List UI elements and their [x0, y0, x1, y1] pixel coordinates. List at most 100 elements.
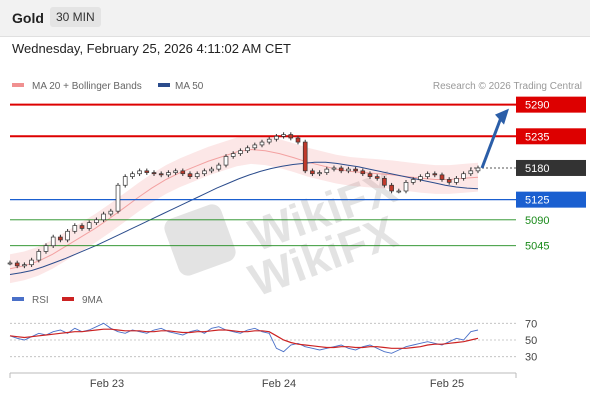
candle — [130, 171, 135, 179]
ma50-legend-swatch — [158, 83, 170, 87]
candle — [43, 243, 49, 254]
level-badge-5125 — [516, 191, 586, 208]
rsi-tick-label: 30 — [525, 352, 537, 364]
candle — [454, 176, 459, 185]
ma9-legend-swatch — [62, 297, 74, 301]
candle — [245, 145, 250, 153]
candle — [353, 166, 358, 174]
level-label-5090: 5090 — [525, 215, 549, 227]
candle — [475, 165, 481, 174]
candle — [403, 180, 409, 194]
candle — [94, 217, 99, 225]
candle — [144, 168, 150, 175]
candle — [115, 182, 121, 214]
bb-legend-swatch — [12, 83, 24, 87]
ma50-line — [9, 161, 479, 275]
candle — [324, 166, 330, 175]
candle — [310, 168, 315, 177]
candle — [259, 139, 265, 148]
candle — [29, 257, 34, 267]
candle — [108, 208, 114, 217]
level-label-5125: 5125 — [525, 195, 549, 207]
candle — [230, 151, 236, 159]
rsi-line — [9, 322, 479, 354]
candle — [202, 168, 207, 177]
candle — [281, 132, 286, 139]
candle — [274, 134, 279, 142]
candle — [187, 171, 193, 179]
candle — [36, 249, 42, 263]
candle — [317, 170, 322, 177]
candle — [338, 165, 344, 174]
candle — [418, 174, 423, 182]
candle — [223, 154, 229, 168]
level-label-5290: 5290 — [525, 100, 549, 112]
level-badge-5290 — [516, 96, 586, 113]
candle — [439, 172, 445, 182]
level-badge-5180 — [516, 159, 586, 176]
x-tick-label: Feb 25 — [430, 378, 464, 390]
projection-arrow-head — [495, 108, 509, 125]
rsi-tick-label: 50 — [525, 335, 537, 347]
candle — [331, 165, 337, 172]
candle — [238, 148, 243, 156]
candle — [302, 139, 308, 174]
level-label-5235: 5235 — [525, 131, 549, 143]
rsi-tick-label: 70 — [525, 318, 537, 330]
chart-datetime: Wednesday, February 25, 2026 4:11:02 AM … — [12, 41, 291, 56]
candle — [180, 168, 186, 177]
candle — [209, 166, 214, 174]
candle — [194, 171, 200, 179]
candle — [425, 171, 430, 179]
level-label-5045: 5045 — [525, 241, 549, 253]
candle — [86, 220, 92, 231]
candle — [389, 182, 394, 194]
ma50-legend-label: MA 50 — [175, 81, 204, 92]
candle — [367, 171, 373, 179]
candle — [137, 168, 142, 177]
x-tick-label: Feb 24 — [262, 378, 296, 390]
candle — [360, 168, 366, 177]
candle — [65, 229, 70, 243]
candle — [166, 170, 171, 178]
rsi-panel: 70 50 30 — [9, 318, 537, 364]
rsi-legend-swatch — [12, 297, 24, 301]
candle — [122, 174, 128, 188]
candle — [216, 162, 222, 172]
candle — [461, 171, 466, 181]
candle — [22, 262, 27, 269]
candle — [14, 260, 20, 269]
rsi-legend-label: RSI — [32, 295, 49, 306]
candle — [72, 223, 78, 234]
main-plot: 5290 5235 5180 5125 5090 5045 — [7, 96, 586, 284]
x-tick-label: Feb 23 — [90, 378, 124, 390]
level-label-5180: 5180 — [525, 163, 549, 175]
candle — [7, 260, 13, 266]
candle — [295, 135, 301, 145]
timeframe-badge[interactable]: 30 MIN — [50, 7, 101, 27]
candle — [374, 174, 380, 181]
candle — [468, 168, 474, 177]
candle — [79, 223, 85, 231]
candle — [382, 176, 387, 188]
candle — [346, 166, 351, 174]
candle — [173, 168, 178, 175]
candle — [266, 136, 272, 145]
ma9-line — [9, 328, 479, 349]
bb-legend-label: MA 20 + Bollinger Bands — [32, 81, 142, 92]
candle — [432, 171, 438, 178]
ma9-legend-label: 9MA — [82, 295, 103, 306]
candle — [288, 132, 294, 141]
projection-arrow — [480, 117, 503, 169]
candle — [158, 171, 164, 178]
candle — [151, 170, 157, 177]
candle — [396, 188, 402, 194]
level-badge-5235 — [516, 128, 586, 145]
symbol-title: Gold — [12, 10, 44, 26]
credit-text: Research © 2026 Trading Central — [433, 81, 582, 92]
candle — [446, 177, 452, 185]
candle — [410, 177, 416, 185]
candle — [58, 234, 63, 243]
chart-header: Gold 30 MIN — [0, 0, 590, 37]
candle — [252, 142, 258, 151]
